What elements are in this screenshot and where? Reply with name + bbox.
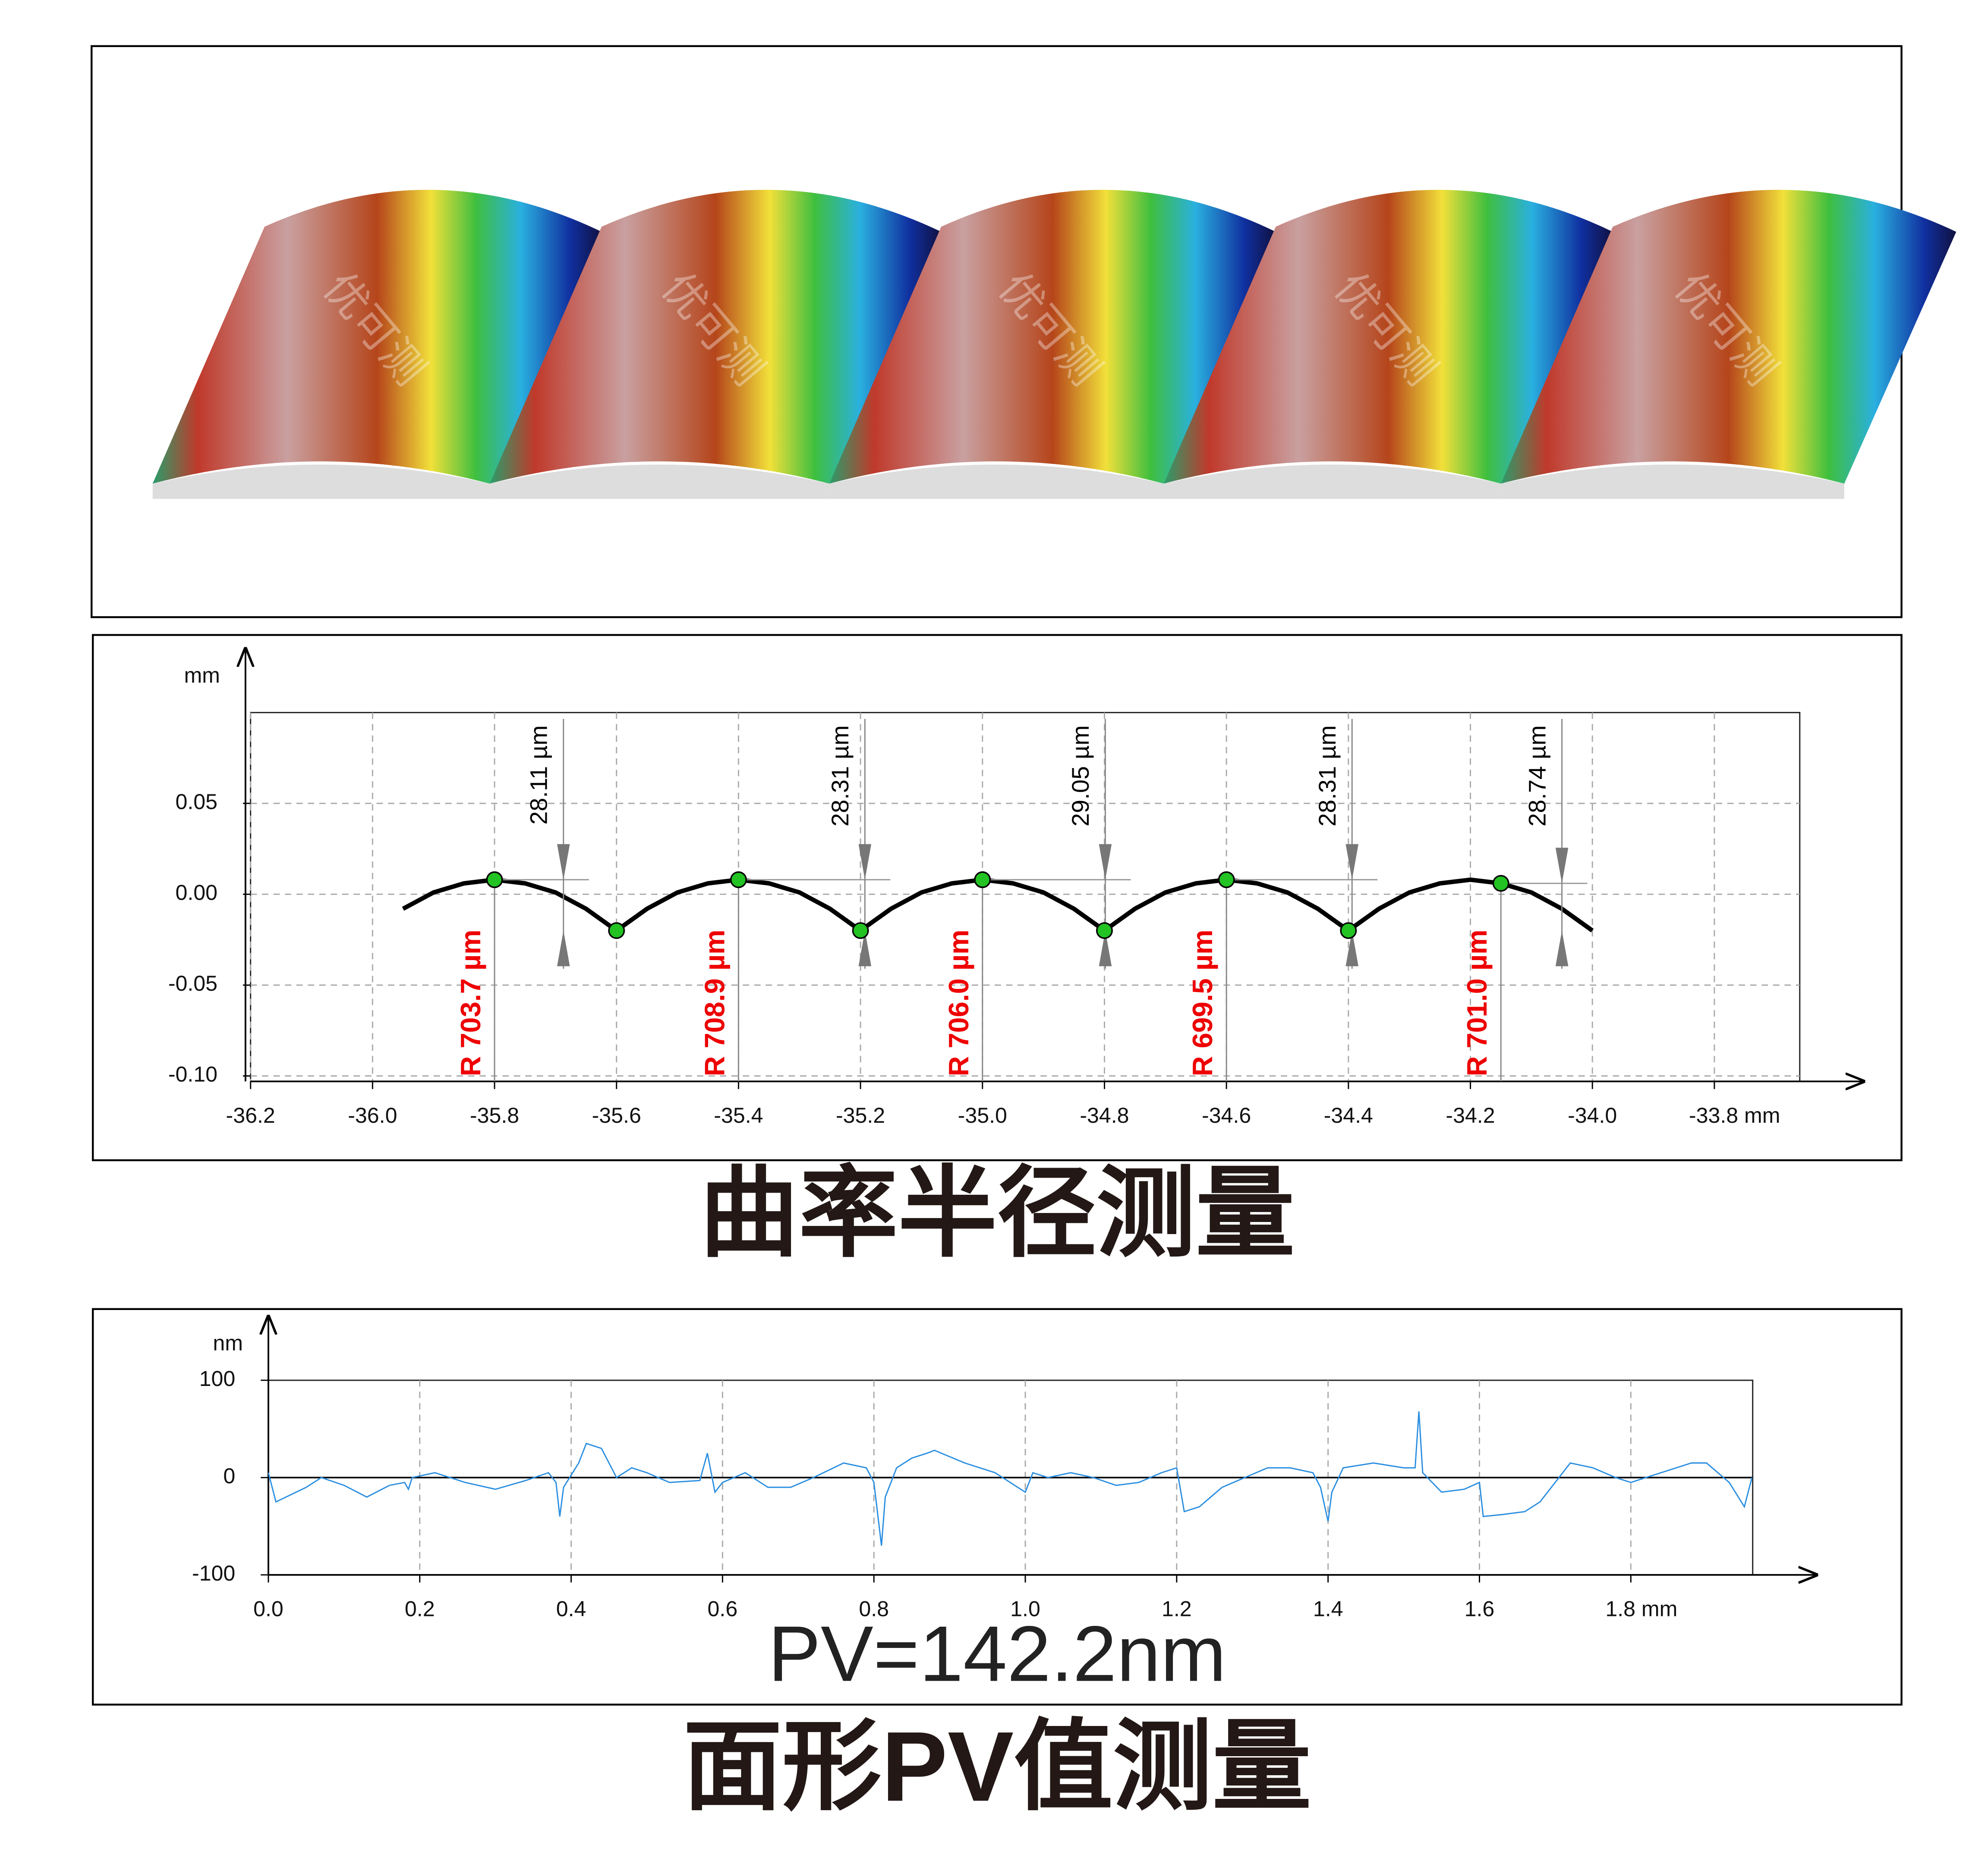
surface-segment: [152, 189, 602, 484]
x-tick-label: -34.8: [1080, 1103, 1129, 1127]
measure-point: [1218, 871, 1235, 888]
arrow-head: [1345, 844, 1358, 967]
measure-point: [1340, 922, 1357, 939]
x-tick-label: 0.6: [708, 1597, 738, 1621]
x-tick-label: 1.4: [1313, 1597, 1343, 1621]
arrow-head: [1099, 844, 1112, 967]
measure-point: [852, 922, 869, 939]
radius-label: R 708.9 µm: [699, 929, 730, 1076]
x-tick-label: -35.0: [958, 1103, 1007, 1127]
measure-point: [730, 871, 747, 888]
data-line: [268, 1411, 1753, 1546]
x-tick-label: -34.4: [1324, 1103, 1373, 1127]
x-tick-label: 0.0: [253, 1597, 284, 1621]
surface-base: [489, 464, 829, 499]
x-tick-label: -34.6: [1202, 1103, 1251, 1127]
y-tick-label: 0.00: [176, 881, 217, 905]
surface-segment: [489, 189, 942, 484]
surface-render: 优可测 优可测 优可测 优可测 优可测: [152, 189, 1956, 499]
surface-segment: [1163, 189, 1613, 484]
x-tick-label: -35.4: [714, 1103, 763, 1127]
radius-label: R 706.0 µm: [943, 929, 974, 1076]
x-tick-label: 1.0: [1010, 1597, 1040, 1621]
measure-point: [1096, 922, 1113, 939]
pv-annotation: PV=142.2nm: [768, 1610, 1226, 1698]
x-tick-label: 1.6: [1465, 1597, 1495, 1621]
x-tick-label: -34.0: [1568, 1103, 1617, 1127]
arrow-head: [1555, 847, 1569, 967]
caption: 曲率半径测量: [699, 1158, 1295, 1269]
height-label: 29.05 µm: [1067, 725, 1094, 827]
x-tick-label: 1.8 mm: [1605, 1597, 1677, 1621]
surface-base: [829, 464, 1164, 499]
y-tick-label: -0.05: [168, 971, 217, 995]
measure-point: [486, 871, 503, 888]
height-label: 28.74 µm: [1523, 725, 1550, 827]
data-line: [402, 877, 1594, 934]
height-label: 28.31 µm: [826, 725, 854, 827]
radius-label: R 701.0 µm: [1461, 929, 1493, 1076]
y-tick-label: 0: [223, 1464, 235, 1488]
x-tick-label: -36.0: [348, 1103, 397, 1127]
height-label: 28.31 µm: [1314, 725, 1341, 827]
y-tick-label: -100: [192, 1561, 235, 1585]
radius-label: R 703.7 µm: [455, 929, 486, 1076]
x-tick-label: -36.2: [226, 1103, 275, 1127]
surface-base: [1163, 464, 1501, 499]
measure-point: [974, 871, 991, 888]
measure-point: [1492, 875, 1509, 892]
x-tick-label: -33.8 mm: [1689, 1103, 1780, 1127]
y-axis-unit: nm: [213, 1331, 243, 1355]
arrow-head: [557, 844, 570, 967]
height-label: 28.11 µm: [525, 725, 552, 825]
surface-base: [1501, 464, 1844, 499]
y-tick-label: 0.05: [176, 790, 217, 814]
x-tick-label: -35.8: [470, 1103, 519, 1127]
measure-point: [608, 922, 625, 939]
x-tick-label: 0.8: [859, 1597, 889, 1621]
x-tick-label: 1.2: [1162, 1597, 1192, 1621]
surface-base: [152, 464, 490, 499]
x-tick-label: -34.2: [1446, 1103, 1495, 1127]
y-axis-unit: mm: [184, 663, 220, 687]
surface-segment: [1501, 189, 1956, 484]
arrow-head: [858, 844, 872, 967]
chart-frame: [91, 1308, 1903, 1706]
radius-label: R 699.5 µm: [1187, 929, 1218, 1076]
x-tick-label: 0.2: [405, 1597, 435, 1621]
x-tick-label: -35.6: [592, 1103, 641, 1127]
chart-frame: [91, 634, 1903, 1162]
y-tick-label: -0.10: [168, 1062, 217, 1087]
x-tick-label: 0.4: [556, 1597, 586, 1621]
x-tick-label: -35.2: [836, 1103, 885, 1127]
surface-segment: [829, 189, 1276, 484]
caption: 面形PV值测量: [683, 1711, 1311, 1822]
y-tick-label: 100: [199, 1367, 236, 1391]
